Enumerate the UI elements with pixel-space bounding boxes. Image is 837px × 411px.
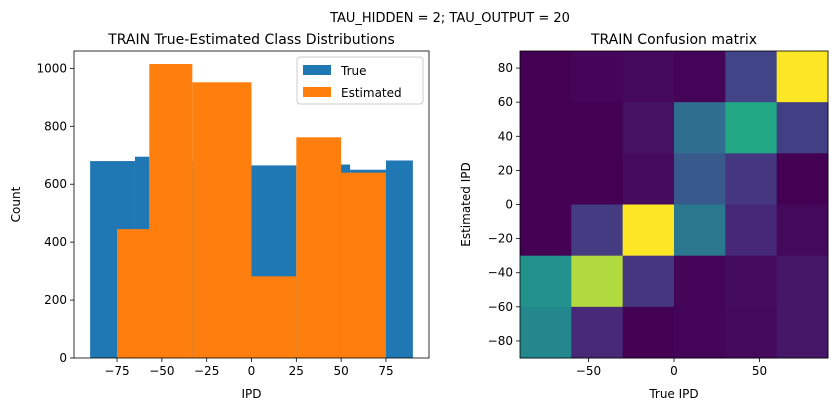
y-tick-label: −80 xyxy=(488,334,513,348)
heatmap-cell-r2-c0 xyxy=(520,153,572,205)
heatmap-cell-r2-c2 xyxy=(622,153,675,205)
heatmap-cell-r0-c1 xyxy=(571,51,624,103)
heatmap-cell-r4-c1 xyxy=(571,255,624,308)
x-tick-label: 75 xyxy=(378,364,393,378)
bar-estimated-1 xyxy=(149,64,193,358)
bar-estimated-3 xyxy=(251,276,297,358)
y-tick-label: 20 xyxy=(498,163,513,177)
heatmap-cell-r5-c3 xyxy=(674,306,726,359)
legend-swatch-true xyxy=(303,65,331,75)
y-axis-label: Count xyxy=(9,186,23,222)
x-tick-label: −25 xyxy=(194,364,219,378)
heatmap-cell-r4-c3 xyxy=(674,255,726,308)
y-tick-label: 800 xyxy=(44,119,67,133)
heatmap-cell-r5-c4 xyxy=(725,306,778,359)
heatmap-cell-r1-c2 xyxy=(622,102,675,154)
x-tick-label: −75 xyxy=(104,364,129,378)
figure-suptitle: TAU_HIDDEN = 2; TAU_OUTPUT = 20 xyxy=(329,11,570,26)
heatmap-cell-r4-c5 xyxy=(776,255,829,308)
x-tick-label: 50 xyxy=(334,364,349,378)
bar-true-6 xyxy=(385,160,413,358)
y-tick-label: 600 xyxy=(44,177,67,191)
heatmap-cell-r5-c1 xyxy=(571,306,624,359)
y-tick-label: 0 xyxy=(505,198,513,212)
x-axis-label: True IPD xyxy=(648,387,698,401)
heatmap-cell-r2-c3 xyxy=(674,153,726,205)
x-tick-label: 50 xyxy=(752,364,767,378)
heatmap-cell-r3-c1 xyxy=(571,204,624,257)
heatmap-cell-r5-c0 xyxy=(520,306,572,359)
chart-title: TRAIN Confusion matrix xyxy=(590,32,757,48)
legend-label-true: True xyxy=(340,64,367,78)
heatmap-cell-r2-c5 xyxy=(776,153,829,205)
y-tick-label: 80 xyxy=(498,61,513,75)
x-tick-label: 0 xyxy=(670,364,678,378)
heatmap-cell-r3-c4 xyxy=(725,204,778,257)
x-tick-label: 0 xyxy=(248,364,256,378)
bar-estimated-4 xyxy=(296,137,342,358)
y-tick-label: −40 xyxy=(488,266,513,280)
heatmap-cell-r0-c4 xyxy=(725,51,778,103)
heatmap-cell-r5-c2 xyxy=(622,306,675,359)
y-tick-label: 0 xyxy=(59,351,67,365)
heatmap-cell-r1-c4 xyxy=(725,102,778,154)
heatmap-cell-r3-c5 xyxy=(776,204,829,257)
heatmap-cell-r0-c3 xyxy=(674,51,726,103)
heatmap-cell-r4-c4 xyxy=(725,255,778,308)
x-tick-label: −50 xyxy=(576,364,601,378)
heatmap-cell-r3-c0 xyxy=(520,204,572,257)
y-tick-label: 200 xyxy=(44,293,67,307)
legend-label-estimated: Estimated xyxy=(341,86,402,100)
bar-estimated-2 xyxy=(192,82,252,359)
y-tick-label: 60 xyxy=(498,95,513,109)
heatmap-cell-r1-c0 xyxy=(520,102,572,154)
heatmap-cell-r0-c0 xyxy=(520,51,572,103)
y-tick-label: −60 xyxy=(488,300,513,314)
y-tick-label: 1000 xyxy=(36,61,67,75)
chart-title: TRAIN True-Estimated Class Distributions xyxy=(107,32,395,48)
y-tick-label: 400 xyxy=(44,235,67,249)
heatmap-cell-r2-c1 xyxy=(571,153,624,205)
x-axis-label: IPD xyxy=(241,387,261,401)
heatmap-cell-r4-c2 xyxy=(622,255,675,308)
heatmap-cell-r1-c5 xyxy=(776,102,829,154)
bar-estimated-0 xyxy=(117,229,150,358)
heatmap-cell-r5-c5 xyxy=(776,306,829,359)
histogram-chart: −75 −50 −25 0 25 50 75 0 200 400 600 800 1000 TRAIN T… xyxy=(9,32,430,401)
heatmap-cell-r4-c0 xyxy=(520,255,572,308)
legend-swatch-estimated xyxy=(303,87,331,97)
heatmap-cell-r3-c2 xyxy=(622,204,675,257)
heatmap-cell-r0-c5 xyxy=(776,51,829,103)
y-tick-label: 40 xyxy=(498,129,513,143)
y-tick-label: −20 xyxy=(488,232,513,246)
heatmap-cell-r2-c4 xyxy=(725,153,778,205)
heatmap-cell-r3-c3 xyxy=(674,204,726,257)
y-axis-label: Estimated IPD xyxy=(459,162,473,246)
bar-estimated-5 xyxy=(341,172,386,358)
x-tick-label: 25 xyxy=(289,364,304,378)
x-tick-label: −50 xyxy=(149,364,174,378)
heatmap-cell-r1-c1 xyxy=(571,102,624,154)
heatmap-cell-r0-c2 xyxy=(622,51,675,103)
heatmap-cell-r1-c3 xyxy=(674,102,726,154)
confusion-matrix-chart: −50 0 50 −80 −60 −40 −20 0 20 40 60 80 TRAIN Confusi… xyxy=(459,32,829,401)
